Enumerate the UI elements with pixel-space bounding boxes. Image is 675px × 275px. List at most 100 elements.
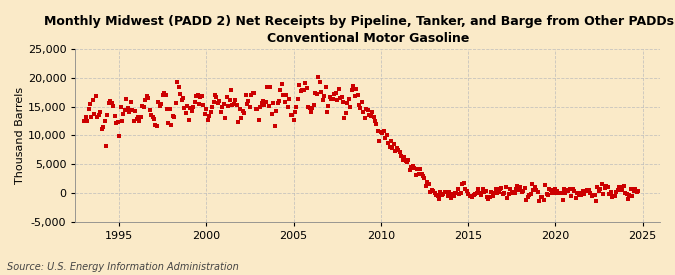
Point — [447, 191, 458, 196]
Point — [151, 123, 162, 128]
Point — [578, 189, 589, 193]
Point — [254, 105, 265, 110]
Point — [304, 105, 315, 110]
Point — [557, 198, 568, 202]
Point — [530, 185, 541, 189]
Point — [198, 103, 209, 107]
Point — [192, 93, 203, 97]
Point — [413, 172, 424, 176]
Point — [333, 87, 344, 92]
Point — [234, 107, 245, 112]
Point — [450, 191, 460, 195]
Point — [131, 116, 142, 121]
Point — [246, 93, 256, 97]
Point — [392, 146, 402, 150]
Point — [533, 190, 543, 194]
Point — [460, 187, 470, 192]
Point — [98, 125, 109, 129]
Point — [476, 192, 487, 197]
Point — [626, 186, 637, 191]
Point — [221, 95, 232, 99]
Point — [277, 82, 288, 86]
Point — [265, 85, 275, 89]
Point — [461, 189, 472, 193]
Point — [286, 113, 296, 117]
Point — [525, 192, 536, 197]
Point — [196, 94, 207, 98]
Title: Monthly Midwest (PADD 2) Net Receipts by Pipeline, Tanker, and Barge from Other : Monthly Midwest (PADD 2) Net Receipts by… — [43, 15, 675, 45]
Point — [508, 190, 518, 195]
Point — [410, 172, 421, 177]
Point — [448, 194, 459, 198]
Point — [317, 97, 328, 102]
Point — [102, 112, 113, 117]
Point — [367, 110, 377, 115]
Point — [108, 104, 119, 109]
Point — [393, 147, 404, 152]
Point — [632, 189, 643, 194]
Point — [364, 113, 375, 118]
Point — [500, 185, 511, 189]
Point — [205, 110, 216, 114]
Point — [573, 193, 584, 197]
Point — [163, 121, 174, 125]
Point — [378, 129, 389, 134]
Point — [89, 111, 100, 116]
Point — [165, 107, 176, 111]
Point — [630, 187, 641, 191]
Point — [437, 192, 448, 197]
Point — [429, 190, 440, 195]
Point — [599, 185, 610, 190]
Point — [549, 190, 560, 195]
Point — [128, 119, 139, 123]
Point — [409, 165, 420, 170]
Point — [186, 108, 197, 113]
Point — [180, 111, 191, 115]
Point — [156, 101, 167, 106]
Point — [263, 104, 274, 108]
Point — [170, 101, 181, 106]
Point — [80, 114, 91, 119]
Point — [572, 191, 583, 195]
Point — [624, 193, 635, 197]
Point — [99, 119, 110, 123]
Point — [262, 85, 273, 89]
Point — [298, 88, 309, 92]
Point — [621, 191, 632, 196]
Point — [344, 97, 354, 101]
Point — [514, 188, 524, 192]
Point — [518, 188, 529, 193]
Point — [491, 191, 502, 195]
Point — [422, 180, 433, 184]
Point — [456, 191, 466, 195]
Point — [194, 101, 205, 106]
Point — [408, 164, 418, 168]
Point — [292, 97, 303, 101]
Point — [237, 109, 248, 113]
Point — [352, 93, 363, 98]
Point — [124, 110, 134, 114]
Point — [414, 167, 425, 171]
Point — [480, 189, 491, 193]
Point — [588, 193, 599, 198]
Point — [387, 146, 398, 150]
Point — [404, 168, 415, 172]
Point — [202, 118, 213, 122]
Point — [442, 194, 453, 198]
Point — [119, 108, 130, 113]
Point — [556, 191, 566, 196]
Point — [396, 153, 406, 158]
Point — [560, 191, 571, 195]
Point — [268, 101, 279, 105]
Point — [355, 106, 366, 110]
Point — [585, 191, 595, 195]
Point — [244, 104, 255, 109]
Point — [454, 192, 464, 197]
Point — [458, 181, 469, 185]
Point — [290, 110, 300, 115]
Point — [385, 139, 396, 144]
Point — [189, 100, 200, 104]
Point — [563, 189, 574, 193]
Point — [579, 191, 590, 196]
Point — [602, 185, 613, 189]
